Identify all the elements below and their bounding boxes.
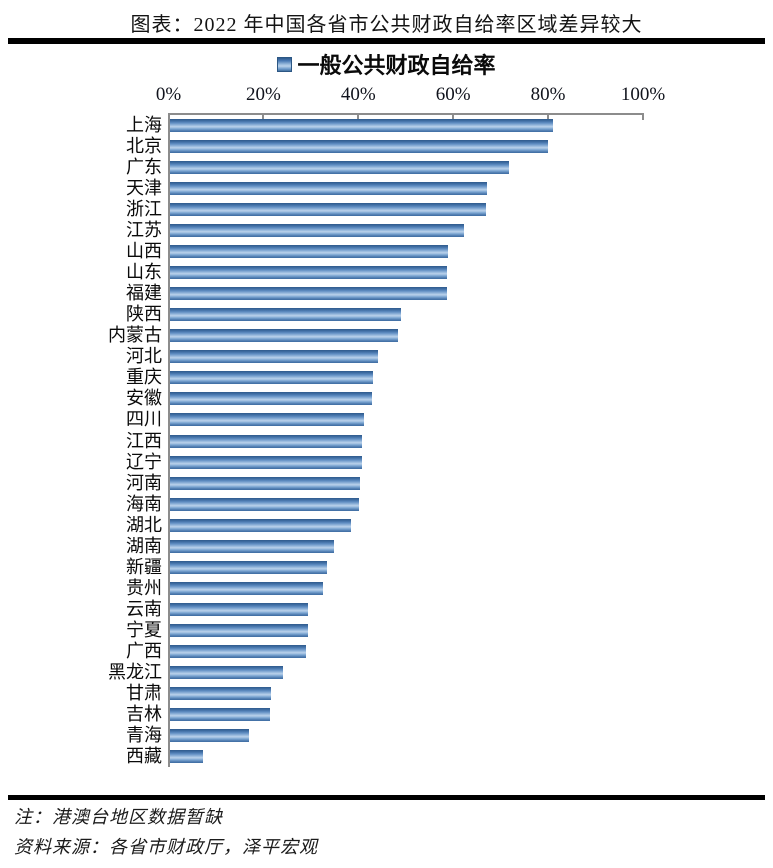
axis-tick (642, 113, 644, 120)
category-label: 山东 (126, 262, 162, 283)
category-label: 浙江 (126, 199, 162, 220)
axis-tick (262, 113, 265, 120)
bar-海南 (170, 497, 359, 511)
category-label: 吉林 (126, 703, 162, 724)
bar-广东 (170, 161, 510, 175)
bar-山西 (170, 245, 449, 259)
category-label: 天津 (126, 178, 162, 199)
category-label: 江西 (126, 430, 162, 451)
bar-上海 (170, 119, 554, 133)
category-label: 江苏 (126, 220, 162, 241)
legend-label: 一般公共财政自给率 (297, 53, 496, 78)
bar-河南 (170, 476, 360, 490)
category-label: 西藏 (126, 745, 162, 766)
category-label: 重庆 (126, 367, 162, 388)
category-label: 湖南 (126, 535, 162, 556)
bar-陕西 (170, 308, 402, 322)
bar-河北 (170, 350, 378, 364)
bar-福建 (170, 287, 448, 301)
bar-云南 (170, 602, 308, 616)
legend: 一般公共财政自给率 (0, 50, 773, 78)
bar-湖北 (170, 518, 352, 532)
bar-江苏 (170, 224, 465, 238)
bar-黑龙江 (170, 665, 284, 679)
top-divider (8, 38, 765, 44)
bar-内蒙古 (170, 329, 399, 343)
legend-marker-icon (277, 56, 293, 72)
category-label: 四川 (126, 409, 162, 430)
category-label: 北京 (126, 136, 162, 157)
category-label: 甘肃 (126, 682, 162, 703)
axis-tick-label: 60% (435, 84, 471, 105)
page-title: 图表：2022 年中国各省市公共财政自给率区域差异较大 (130, 14, 643, 36)
bar-吉林 (170, 707, 270, 721)
bar-安徽 (170, 392, 373, 406)
category-label: 云南 (126, 598, 162, 619)
axis-tick-label: 0% (155, 84, 182, 105)
category-label: 辽宁 (126, 451, 162, 472)
category-label: 上海 (126, 115, 162, 136)
category-label: 安徽 (126, 388, 162, 409)
bar-浙江 (170, 203, 487, 217)
axis-tick (357, 113, 360, 120)
category-label: 河南 (126, 472, 162, 493)
category-label: 贵州 (126, 577, 162, 598)
bar-甘肃 (170, 686, 271, 700)
bar-四川 (170, 413, 365, 427)
bar-宁夏 (170, 623, 308, 637)
bar-江西 (170, 434, 362, 448)
bar-重庆 (170, 371, 374, 385)
bar-辽宁 (170, 455, 362, 469)
bar-广西 (170, 644, 306, 658)
bar-青海 (170, 728, 249, 742)
axis-tick-label: 100% (620, 84, 666, 105)
category-label: 新疆 (126, 556, 162, 577)
bottom-divider (8, 795, 765, 800)
category-label: 广东 (126, 157, 162, 178)
bar-西藏 (170, 749, 204, 763)
bar-新疆 (170, 560, 327, 574)
category-label: 海南 (126, 493, 162, 514)
category-label: 湖北 (126, 514, 162, 535)
category-label: 广西 (126, 640, 162, 661)
axis-tick (547, 113, 550, 120)
source-note: 资料来源：各省市财政厅，泽平宏观 (14, 837, 318, 857)
bar-天津 (170, 182, 488, 196)
category-label: 宁夏 (126, 619, 162, 640)
bar-山东 (170, 266, 448, 280)
category-label: 内蒙古 (108, 325, 162, 346)
axis-tick-label: 80% (530, 84, 566, 105)
category-label: 河北 (126, 346, 162, 367)
footnote: 注：港澳台地区数据暂缺 (14, 807, 223, 827)
plot-area (168, 113, 643, 767)
axis-tick-label: 40% (340, 84, 376, 105)
axis-tick (452, 113, 455, 120)
category-label: 福建 (126, 283, 162, 304)
axis-tick-label: 20% (245, 84, 281, 105)
category-label: 黑龙江 (108, 661, 162, 682)
bar-湖南 (170, 539, 334, 553)
category-label: 青海 (126, 724, 162, 745)
bar-北京 (170, 140, 549, 154)
category-label: 山西 (126, 241, 162, 262)
category-label: 陕西 (126, 304, 162, 325)
bar-贵州 (170, 581, 323, 595)
